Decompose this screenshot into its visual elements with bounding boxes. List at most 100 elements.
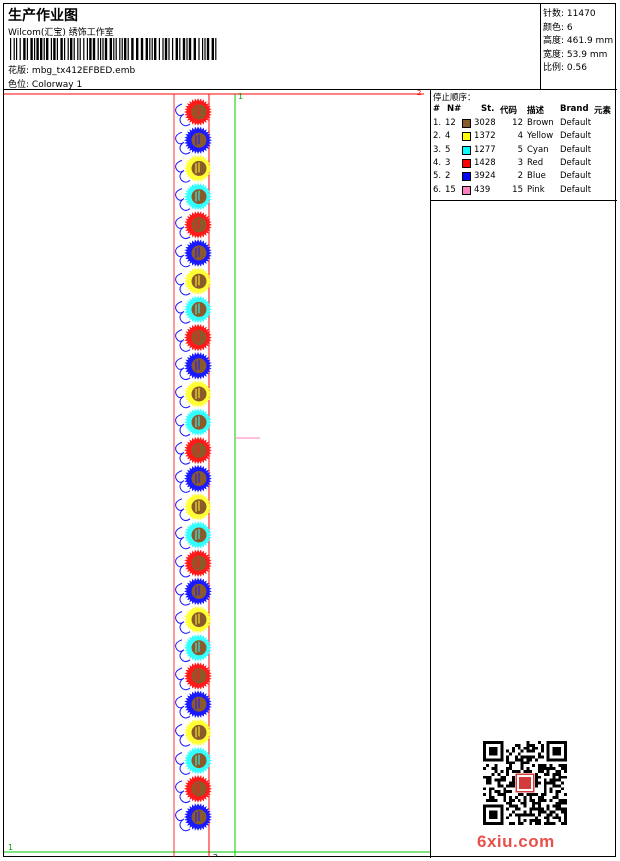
scallop-loop: [175, 441, 191, 465]
stat-stitches: 针数: 11470: [543, 9, 596, 19]
flower-motif: [184, 803, 212, 831]
row-brand: Default: [560, 184, 592, 195]
row-brand: Default: [560, 157, 592, 168]
scallop-loop: [175, 131, 191, 155]
stat-width: 宽度: 53.9 mm: [543, 49, 608, 60]
row-code: 4: [517, 131, 523, 142]
row-index: 1.: [433, 118, 442, 128]
row-needle: 3: [445, 157, 451, 168]
panel-divider: [431, 200, 617, 201]
stop-sequence-row: 6. 15 439 15 Pink Default: [431, 185, 617, 198]
row-stitches: 1428: [474, 157, 496, 168]
row-stitches: 1277: [474, 144, 496, 155]
flower-motif: [184, 605, 212, 634]
row-brand: Default: [560, 144, 592, 155]
scallop-loop: [175, 526, 191, 550]
row-description: Cyan: [527, 144, 549, 155]
flower-motif: [184, 154, 212, 183]
scallop-loop: [175, 188, 191, 211]
marker-bottom: 2: [213, 853, 218, 857]
flower-motif: [184, 718, 212, 747]
col-needle: N#: [447, 104, 462, 114]
production-sheet: 生产作业图 Wilcom(汇宝) 绣饰工作室 花版: mbg_tx412EFBE…: [3, 3, 617, 861]
stop-sequence-row: 2. 4 1372 4 Yellow Default: [431, 131, 617, 144]
scallop-loop: [175, 103, 191, 127]
stop-sequence-row: 1. 12 3028 12 Brown Default: [431, 118, 617, 131]
row-needle: 15: [445, 184, 456, 195]
row-description: Brown: [527, 118, 554, 128]
row-index: 6.: [433, 184, 442, 195]
col-index: #: [433, 104, 441, 114]
scallop-loop: [175, 780, 191, 804]
flower-motif: [184, 295, 212, 324]
stop-sequence-row: 5. 2 3924 2 Blue Default: [431, 171, 617, 184]
scallop-loop: [175, 216, 191, 240]
scallop-loop: [175, 639, 191, 663]
file-label: 花版:: [8, 66, 30, 76]
flower-motif: [184, 464, 212, 493]
scallop-loop: [175, 159, 191, 183]
row-stitches: 3924: [474, 171, 496, 182]
row-brand: Default: [560, 118, 592, 128]
row-code: 5: [517, 144, 523, 155]
barcode: [10, 38, 217, 60]
row-brand: Default: [560, 131, 592, 142]
flower-motif: [184, 549, 212, 578]
company-name: Wilcom(汇宝) 绣饰工作室: [8, 28, 114, 38]
col-element: 元素: [594, 106, 612, 116]
stop-sequence-panel: 停止顺序： # N# St. 代码 描述 Brand 元素 1. 12 3028 12…: [431, 90, 617, 858]
flower-motif: [184, 436, 212, 465]
row-code: 12: [512, 118, 523, 128]
scallop-loop: [175, 752, 191, 775]
marker-corner: 2: [417, 90, 421, 97]
stop-sequence-header: # N# St. 代码 描述 Brand 元素: [431, 104, 617, 116]
stat-colors: 颜色: 6: [543, 22, 573, 33]
color-swatch: [462, 132, 471, 142]
scallop-loop: [175, 300, 191, 324]
scallop-loop: [175, 329, 191, 352]
design-stats: 针数: 11470 颜色: 6 高度: 461.9 mm 宽度: 53.9 mm…: [541, 4, 617, 90]
scallop-loop: [175, 498, 191, 522]
flower-motif-column: [184, 98, 212, 831]
color-swatch: [462, 158, 471, 168]
file-name: mbg_tx412EFBED.emb: [31, 66, 136, 76]
row-index: 3.: [433, 144, 442, 155]
marker-top: 1: [238, 92, 243, 101]
flower-motif: [184, 182, 212, 211]
colorway-line: 色位: Colorway 1: [8, 77, 82, 90]
col-description: 描述: [527, 106, 545, 116]
row-description: Pink: [527, 184, 545, 195]
stat-scale: 比例: 0.56: [543, 63, 587, 74]
color-swatch: [462, 119, 471, 128]
flower-motif: [184, 746, 212, 775]
row-code: 15: [512, 184, 523, 195]
row-needle: 5: [445, 144, 451, 155]
row-stitches: 3028: [474, 118, 496, 128]
page-title: 生产作业图: [8, 8, 78, 24]
watermark-logo: 6xiu.com: [477, 832, 555, 851]
marker-bottom-left: 1: [8, 843, 13, 852]
stat-height: 高度: 461.9 mm: [543, 36, 614, 47]
row-code: 3: [517, 157, 523, 168]
flower-motif: [184, 351, 212, 380]
scallop-loop: [175, 723, 191, 747]
embroidery-design: 1 2 1 2: [4, 89, 430, 861]
flower-motif: [184, 662, 212, 690]
scallop-loop: [175, 667, 191, 691]
flower-motif: [184, 408, 212, 437]
scallop-loop: [175, 470, 191, 493]
scallop-loop: [175, 808, 191, 832]
scallop-loop: [175, 413, 191, 437]
col-stitches: St.: [481, 104, 495, 114]
scallop-loop: [175, 244, 191, 268]
color-swatch: [462, 185, 471, 195]
scallop-loop: [175, 554, 191, 578]
flower-motif: [184, 521, 212, 549]
flower-motif: [184, 690, 212, 719]
flower-motif: [184, 323, 212, 352]
row-stitches: 439: [474, 184, 491, 195]
design-canvas: 1 2 1 2: [4, 89, 431, 861]
row-description: Blue: [527, 171, 546, 182]
stop-sequence-row: 3. 5 1277 5 Cyan Default: [431, 145, 617, 158]
row-stitches: 1372: [474, 131, 496, 142]
